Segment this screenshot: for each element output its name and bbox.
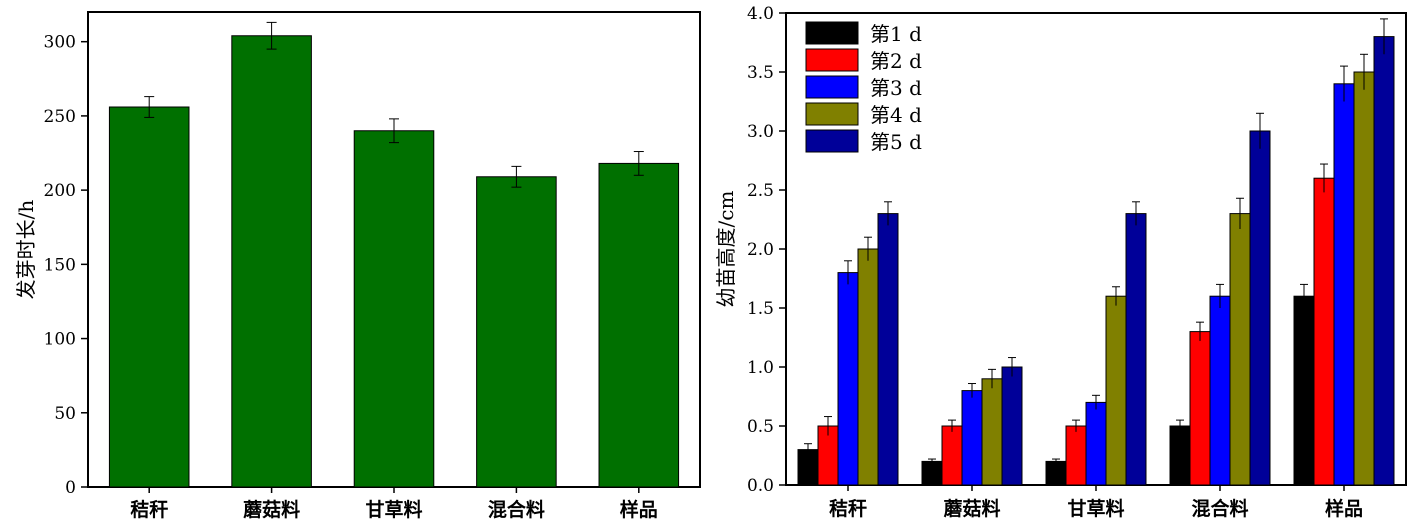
x-tick-label: 秸秆	[130, 498, 168, 521]
y-tick-label: 0	[65, 478, 76, 498]
y-tick-label: 0.5	[747, 417, 774, 437]
legend-label: 第4 d	[870, 103, 922, 127]
bar-样品	[598, 162, 680, 488]
y-tick-label: 1.0	[747, 358, 774, 378]
bar-蘑菇料-series-1	[921, 460, 943, 486]
x-tick-label: 甘草料	[365, 498, 422, 521]
x-tick-label: 混合料	[488, 498, 545, 521]
chart-germination-time: 0 50 100 150 200 250 300 秸秆 蘑菇料 甘草料 混合料 样品 发芽时长/h	[14, 11, 701, 521]
bar-混合料-series-2	[1189, 331, 1211, 486]
bar-样品-series-4	[1353, 71, 1375, 486]
bar-样品-series-3	[1333, 83, 1355, 486]
bar-混合料-series-1	[1169, 425, 1191, 486]
bar-蘑菇料	[231, 35, 312, 488]
bar-甘草料-series-5	[1125, 213, 1147, 486]
bar-蘑菇料-series-2	[941, 425, 963, 486]
x-tick-label: 蘑菇料	[243, 498, 300, 521]
bar-蘑菇料-series-4	[981, 378, 1003, 486]
y-tick-label: 0.0	[747, 476, 774, 496]
bar-混合料	[476, 176, 557, 488]
bar-样品-series-1	[1293, 295, 1315, 486]
bar-混合料-series-3	[1209, 295, 1231, 486]
bar-蘑菇料-series-3	[961, 390, 983, 486]
legend-swatch	[805, 75, 859, 99]
x-tick-label: 样品	[1325, 497, 1363, 520]
legend-label: 第3 d	[870, 76, 922, 100]
legend-swatch	[805, 48, 859, 72]
x-tick-label: 混合料	[1191, 497, 1248, 520]
bar-秸秆-series-5	[877, 213, 899, 486]
y-tick-label: 250	[44, 107, 76, 127]
x-tick-label: 样品	[620, 498, 658, 521]
legend-swatch	[805, 102, 859, 126]
bar-混合料-series-4	[1229, 213, 1251, 486]
y-tick-label: 1.5	[747, 299, 774, 319]
bar-秸秆-series-3	[837, 272, 859, 486]
y-axis-title: 幼苗高度/cm	[714, 191, 738, 308]
y-tick-label: 200	[44, 181, 76, 201]
bar-甘草料-series-4	[1105, 295, 1127, 486]
bar-样品-series-5	[1373, 36, 1395, 486]
bar-甘草料-series-3	[1085, 401, 1107, 486]
bar-甘草料-series-1	[1045, 460, 1067, 486]
y-tick-label: 50	[54, 404, 76, 424]
legend-label: 第2 d	[870, 49, 922, 73]
bar-蘑菇料-series-5	[1001, 366, 1023, 486]
legend-label: 第1 d	[870, 22, 922, 46]
y-tick-label: 100	[44, 330, 76, 350]
y-tick-label: 3.0	[747, 122, 774, 142]
bar-秸秆-series-4	[857, 248, 879, 486]
bar-样品-series-2	[1313, 177, 1335, 486]
y-axis-title: 发芽时长/h	[14, 200, 38, 300]
legend-label: 第5 d	[870, 130, 922, 154]
y-tick-label: 2.0	[747, 240, 774, 260]
y-tick-label: 150	[44, 255, 76, 275]
legend-swatch	[805, 129, 859, 153]
x-tick-label: 秸秆	[829, 497, 867, 520]
bar-甘草料	[353, 130, 435, 488]
y-tick-label: 3.5	[747, 63, 774, 83]
bar-甘草料-series-2	[1065, 425, 1087, 486]
chart-seedling-height: 0.0 0.5 1.0 1.5 2.0 2.5 3.0 3.5 4.0 秸秆 蘑菇料 甘草料 混合料 样品…	[714, 4, 1407, 520]
legend-swatch	[805, 21, 859, 45]
y-tick-label: 300	[44, 33, 76, 53]
bar-秸秆	[108, 106, 190, 488]
bar-混合料-series-5	[1249, 130, 1271, 486]
x-tick-label: 甘草料	[1067, 497, 1124, 520]
x-tick-label: 蘑菇料	[943, 497, 1000, 520]
y-tick-label: 2.5	[747, 181, 774, 201]
y-tick-label: 4.0	[747, 4, 774, 24]
